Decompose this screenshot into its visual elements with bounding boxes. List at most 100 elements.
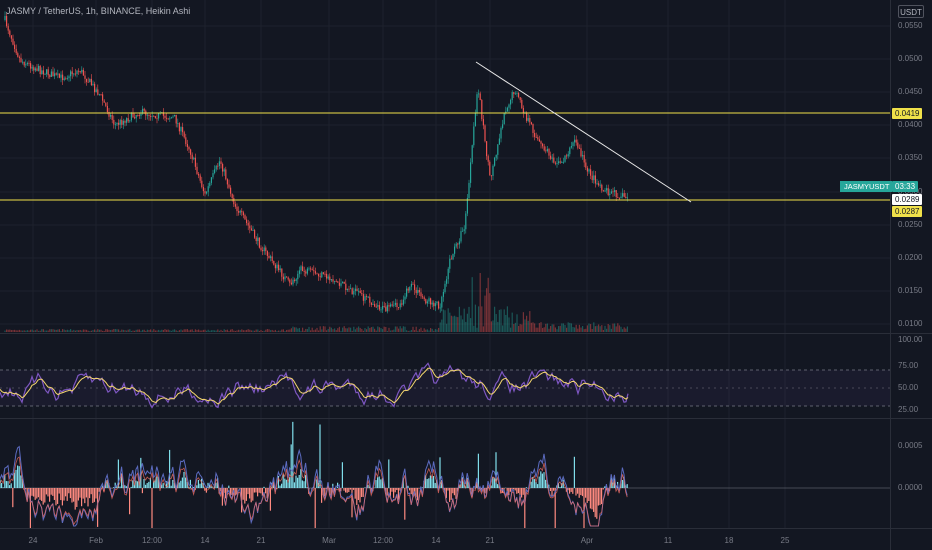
trend-line[interactable]	[475, 61, 692, 203]
volume-bar	[401, 328, 403, 332]
volume-bar	[570, 323, 572, 332]
candle-body	[295, 279, 297, 281]
candle-body	[572, 142, 574, 146]
osc-bar	[18, 466, 20, 488]
volume-bar	[198, 329, 200, 332]
candle-body	[486, 141, 488, 157]
volume-bar	[39, 330, 41, 332]
candle-body	[47, 69, 49, 76]
candle-body	[513, 92, 515, 95]
candle-body	[438, 301, 440, 309]
volume-bar	[338, 326, 340, 332]
osc-bar	[354, 488, 356, 499]
candle-body	[86, 78, 88, 82]
osc-bar	[181, 477, 183, 488]
volume-bar	[316, 327, 318, 332]
osc-bar	[407, 485, 409, 488]
volume-bar	[529, 311, 531, 332]
volume-bar	[471, 277, 473, 332]
osc-bar	[63, 488, 65, 501]
candle-body	[106, 105, 108, 113]
volume-bar	[26, 330, 28, 332]
volume-bar	[342, 327, 344, 332]
osc-bar	[545, 479, 547, 488]
candle-body	[391, 304, 393, 306]
volume-bar	[82, 329, 84, 332]
osc-bar	[76, 488, 78, 507]
candle-body	[441, 296, 443, 308]
osc-bar	[253, 488, 255, 493]
osc-bar	[537, 484, 539, 488]
candle-body	[343, 281, 345, 284]
osc-bar	[471, 488, 473, 497]
osc-bar	[434, 482, 436, 488]
candle-body	[564, 155, 566, 162]
candle-body	[479, 93, 481, 101]
candle-body	[463, 229, 465, 231]
candle-body	[188, 147, 190, 150]
osc-bar	[4, 474, 6, 488]
volume-bar	[218, 330, 220, 332]
candle-body	[258, 237, 260, 248]
candle-body	[300, 266, 302, 271]
candle-body	[39, 65, 41, 75]
volume-bar	[505, 314, 507, 332]
volume-bar	[543, 327, 545, 332]
candle-body	[58, 73, 60, 78]
volume-bar	[314, 329, 316, 332]
support-price-badge: 0.0287	[892, 206, 923, 217]
candle-body	[582, 155, 584, 157]
time-tick-label: 21	[256, 536, 266, 545]
volume-bar	[426, 329, 428, 332]
osc-bar	[290, 444, 292, 488]
volume-bar	[63, 329, 65, 332]
candle-body	[146, 114, 148, 116]
candle-body	[116, 122, 118, 125]
volume-bar	[36, 329, 38, 332]
osc-bar	[345, 488, 347, 493]
volume-bar	[329, 326, 331, 332]
osc-bar	[463, 482, 465, 488]
osc-bar	[285, 479, 287, 488]
osc-bar	[306, 487, 308, 488]
osc-bar	[287, 479, 289, 488]
volume-bar	[321, 329, 323, 332]
currency-button[interactable]: USDT	[898, 5, 924, 18]
candle-body	[162, 112, 164, 116]
volume-bar	[106, 329, 108, 332]
volume-bar	[25, 330, 27, 332]
volume-bar	[361, 328, 363, 332]
ticker-tag: JASMYUSDT	[840, 181, 892, 192]
volume-bar	[468, 306, 470, 332]
candle-body	[137, 114, 139, 116]
osc-bar	[12, 488, 14, 508]
candle-body	[252, 230, 254, 231]
candle-body	[225, 169, 227, 180]
osc-bar	[346, 488, 348, 493]
osc-bar	[7, 481, 9, 488]
volume-bar	[380, 328, 382, 332]
volume-bar	[567, 322, 569, 332]
osc-bar	[73, 488, 75, 502]
osc-bar	[532, 476, 534, 488]
candle-body	[305, 271, 307, 274]
volume-bar	[566, 327, 568, 332]
volume-bar	[623, 327, 625, 332]
rsi-signal-line	[0, 367, 629, 405]
volume-bar	[55, 329, 57, 332]
osc-bar	[325, 488, 327, 490]
volume-bar	[228, 330, 230, 332]
candle-body	[498, 138, 500, 145]
volume-bar	[122, 329, 124, 332]
volume-bar	[484, 295, 486, 332]
volume-bar	[599, 326, 601, 332]
volume-bar	[212, 330, 214, 332]
candle-body	[351, 288, 353, 295]
candle-body	[103, 100, 105, 103]
candle-body	[298, 270, 300, 274]
candle-body	[575, 139, 577, 143]
candle-body	[65, 78, 67, 80]
volume-bar	[108, 329, 110, 332]
candle-body	[314, 271, 316, 274]
